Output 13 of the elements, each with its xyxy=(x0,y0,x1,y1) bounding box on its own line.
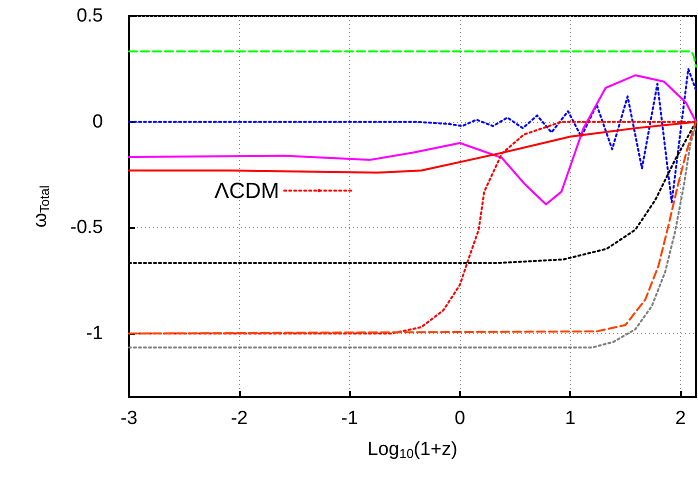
legend-label: ΛCDM xyxy=(214,178,280,204)
y-tick-label: -0.5 xyxy=(70,217,103,238)
x-tick-label: 2 xyxy=(675,408,686,429)
x-tick-label: -3 xyxy=(120,408,138,429)
y-tick-label: 0.5 xyxy=(76,6,103,26)
x-tick-label: 0 xyxy=(454,408,466,429)
x-tick-label: 1 xyxy=(564,408,576,429)
y-tick-label: -1 xyxy=(86,323,103,344)
line-series xyxy=(128,50,697,68)
y-axis-title: ωTotal xyxy=(30,185,52,228)
y-tick-label: 0 xyxy=(92,111,103,132)
x-tick-label: -2 xyxy=(230,408,248,429)
x-tick-label: -1 xyxy=(341,408,358,429)
